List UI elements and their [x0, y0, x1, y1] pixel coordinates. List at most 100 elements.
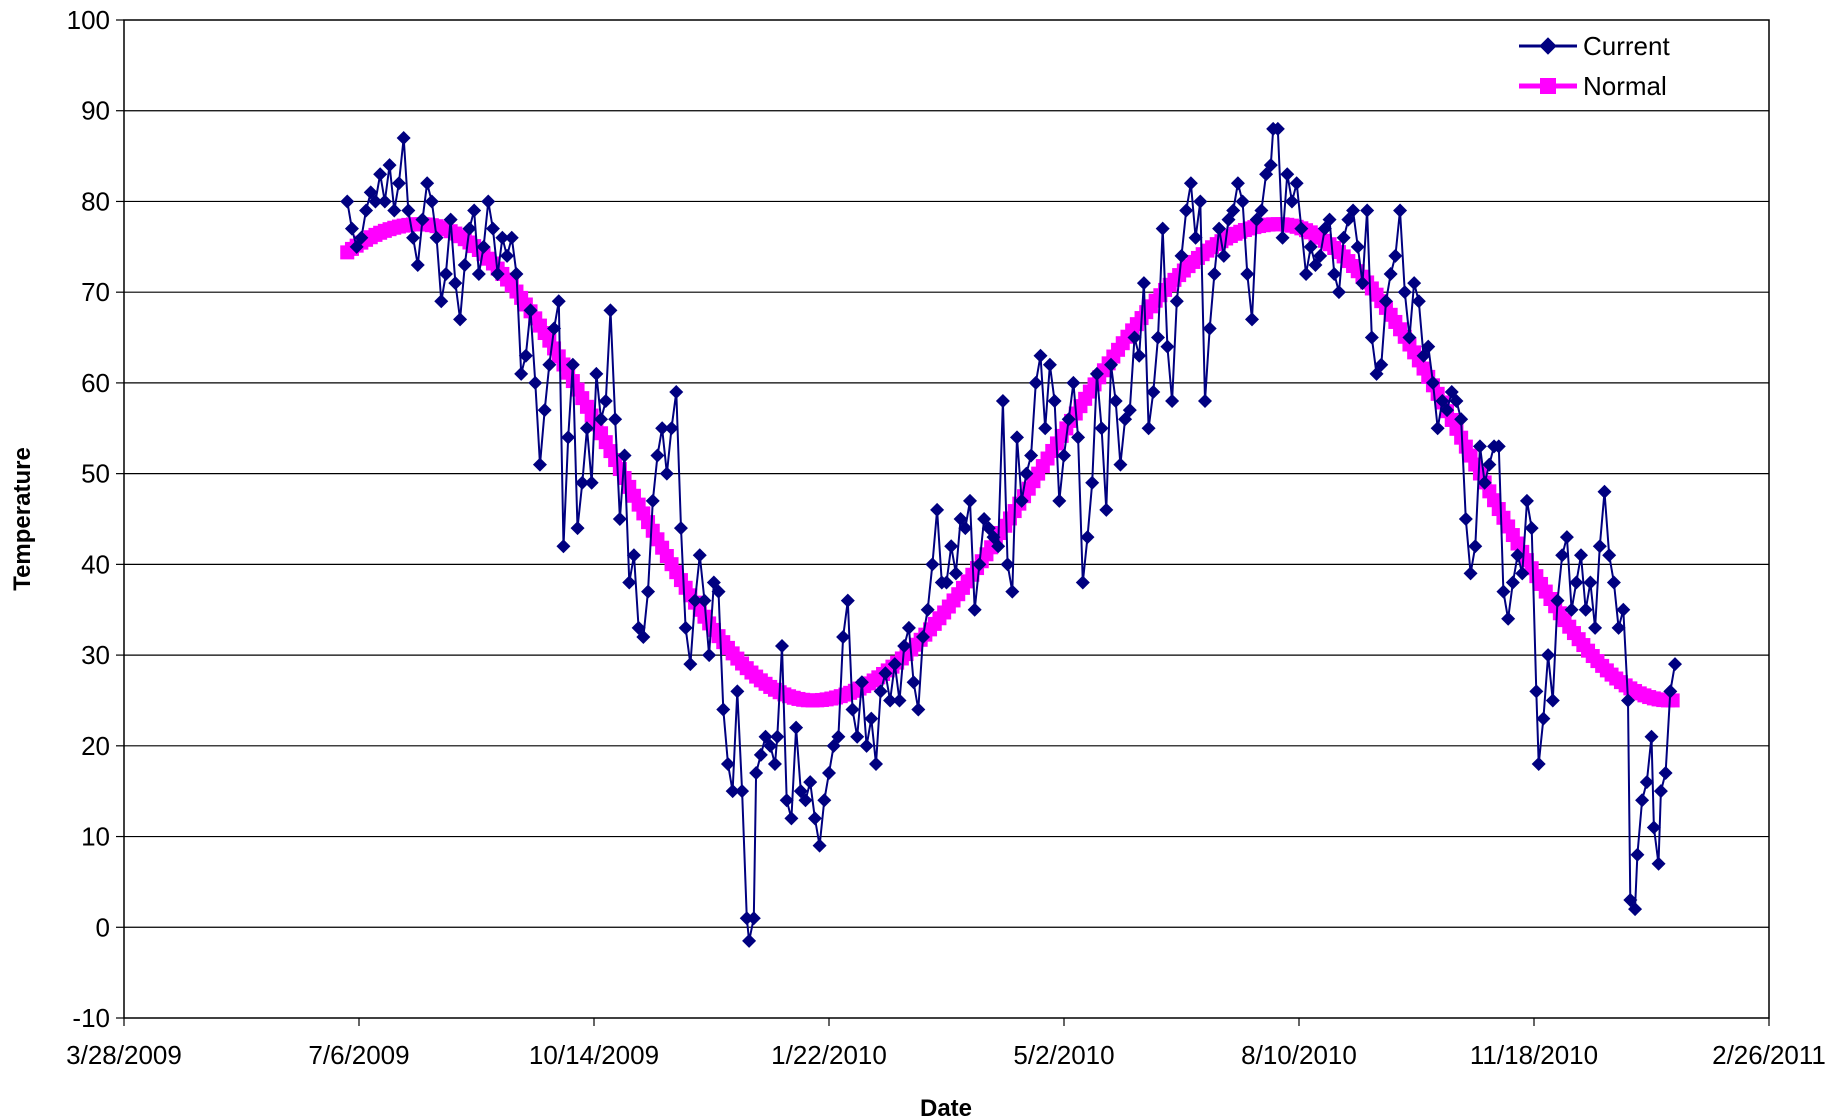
series-current-line [346, 127, 1676, 942]
current-point [561, 430, 576, 445]
current-point [1592, 539, 1607, 554]
current-point [368, 194, 383, 209]
legend-item-current: Current [1519, 31, 1670, 61]
current-point [570, 521, 585, 536]
current-point [1555, 548, 1570, 563]
current-point [1263, 158, 1278, 173]
y-tick-label: 0 [96, 912, 110, 942]
current-point [429, 230, 444, 245]
current-point [518, 348, 533, 363]
current-point [462, 221, 477, 236]
current-point [406, 230, 421, 245]
current-point [565, 357, 580, 372]
current-point [779, 793, 794, 808]
current-point [523, 303, 538, 318]
current-point [688, 593, 703, 608]
current-point [1393, 203, 1408, 218]
current-point [1531, 756, 1546, 771]
current-point [1346, 203, 1361, 218]
current-point [1658, 766, 1673, 781]
current-point [1165, 394, 1180, 409]
current-point [749, 766, 764, 781]
current-point [1280, 167, 1295, 182]
current-point [807, 811, 822, 826]
current-point [556, 539, 571, 554]
current-point [1212, 221, 1227, 236]
current-point [1122, 403, 1137, 418]
current-point [1202, 321, 1217, 336]
current-point [1005, 584, 1020, 599]
current-point [1611, 620, 1626, 635]
current-point [490, 267, 505, 282]
current-point [1289, 176, 1304, 191]
y-tick-label: 80 [81, 186, 110, 216]
current-point [1388, 248, 1403, 263]
current-point [920, 602, 935, 617]
current-point [617, 448, 632, 463]
current-point [1374, 357, 1389, 372]
y-axis-ticks: -10 0 10 20 30 40 50 60 70 80 90 100 [67, 5, 124, 1033]
current-point [1327, 267, 1342, 282]
legend-item-normal: Normal [1519, 71, 1667, 101]
current-point [958, 521, 973, 536]
current-point [443, 212, 458, 227]
current-point [1477, 475, 1492, 490]
x-tick-label: 11/18/2010 [1470, 1040, 1598, 1070]
current-point [537, 403, 552, 418]
current-point [1245, 312, 1259, 327]
current-point [1536, 711, 1551, 726]
current-point [1160, 339, 1175, 354]
current-point [873, 684, 888, 699]
current-point [664, 421, 679, 436]
current-point [817, 793, 832, 808]
current-point [1235, 194, 1250, 209]
current-point [636, 629, 651, 644]
current-point [963, 493, 977, 508]
current-point [641, 584, 656, 599]
current-point [864, 711, 879, 726]
current-point [1440, 403, 1455, 418]
x-tick-label: 2/26/2011 [1712, 1040, 1826, 1070]
current-point [575, 475, 590, 490]
current-point [1350, 239, 1365, 254]
current-point [1047, 394, 1062, 409]
current-point [859, 738, 874, 753]
current-point [1322, 212, 1337, 227]
current-point [528, 375, 543, 390]
y-tick-label: 40 [81, 549, 110, 579]
current-point [1360, 203, 1375, 218]
current-point [1019, 466, 1034, 481]
current-point [1141, 421, 1156, 436]
current-point [739, 911, 754, 926]
current-point [1174, 248, 1189, 263]
current-point [1299, 267, 1314, 282]
current-point [1541, 648, 1556, 663]
current-point [967, 602, 982, 617]
current-point [1364, 330, 1379, 345]
current-point [1024, 448, 1039, 463]
current-point [500, 248, 515, 263]
current-point [1198, 394, 1212, 409]
current-point [892, 693, 907, 708]
current-point [883, 693, 898, 708]
current-point [1052, 493, 1067, 508]
current-point [730, 684, 745, 699]
current-point [1151, 330, 1165, 345]
legend-label-normal: Normal [1583, 71, 1667, 101]
current-point [742, 933, 757, 948]
current-point [434, 294, 449, 309]
current-point [1468, 539, 1483, 554]
current-point [725, 784, 740, 799]
current-point [1550, 593, 1565, 608]
current-point [692, 548, 707, 563]
current-point [1630, 847, 1645, 862]
current-point [1089, 366, 1104, 381]
y-tick-label: 30 [81, 640, 110, 670]
current-point [995, 394, 1010, 409]
current-point [584, 475, 599, 490]
current-point [991, 539, 1006, 554]
current-point [673, 521, 688, 536]
current-point [1179, 203, 1194, 218]
current-point [948, 566, 963, 581]
